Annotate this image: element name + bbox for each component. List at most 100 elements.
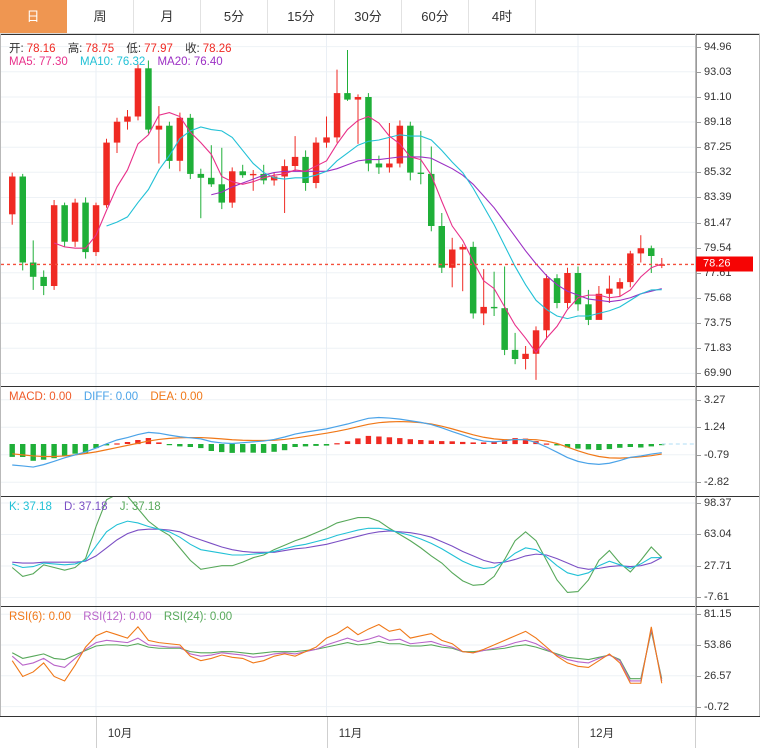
diff-line <box>12 416 662 468</box>
axis-tick <box>696 565 701 567</box>
price-plot[interactable] <box>1 34 695 386</box>
macd-bar <box>564 444 571 448</box>
tab-3[interactable]: 月 <box>134 0 201 33</box>
axis-tick <box>696 427 701 429</box>
axis-tick <box>696 482 701 484</box>
candle-body <box>61 205 68 242</box>
axis-tick <box>696 399 701 401</box>
candle-body <box>29 262 37 277</box>
candle-body <box>648 248 655 256</box>
candle-body <box>124 116 131 122</box>
candle-body <box>543 278 550 331</box>
macd-bar <box>30 444 36 461</box>
macd-bar <box>114 443 120 445</box>
x-axis-label: 12月 <box>589 728 615 740</box>
candle-body <box>606 288 613 294</box>
macd-bar <box>480 442 487 444</box>
axis-label: 63.04 <box>704 528 732 541</box>
macd-bar <box>281 444 288 451</box>
x-tick-separator <box>96 717 98 748</box>
macd-axis: 3.27 1.24 -0.79 -2.82 <box>696 386 760 496</box>
candle-body <box>218 184 225 203</box>
macd-legend-diff: DIFF: 0.00 <box>83 391 139 403</box>
panel-separator <box>0 386 760 387</box>
candle-body <box>260 173 267 181</box>
candle-body <box>50 205 58 286</box>
ma10-legend: MA10: 76.32 <box>80 56 146 68</box>
candle-body <box>291 156 299 166</box>
macd-bar <box>418 440 424 445</box>
candle-body <box>407 125 414 173</box>
candle-body <box>459 246 466 250</box>
axis-tick <box>696 46 701 48</box>
kdj-legend: K: 37.18 D: 37.18 J: 37.18 <box>9 501 170 513</box>
candle-body <box>40 276 47 286</box>
rsi-plot[interactable] <box>1 606 695 716</box>
macd-series <box>1 386 695 496</box>
kdj-axis-line <box>696 496 697 606</box>
macd-bar <box>449 441 455 444</box>
axis-tick <box>696 454 701 456</box>
candle-body <box>9 176 16 215</box>
close-value: 78.26 <box>202 43 232 55</box>
tab-1[interactable]: 日 <box>0 0 67 33</box>
macd-bar <box>407 439 413 445</box>
tab-6[interactable]: 30分 <box>335 0 402 33</box>
macd-bar <box>219 444 225 453</box>
x-tick-separator <box>577 717 579 748</box>
candle-body <box>166 125 173 161</box>
tab-7[interactable]: 60分 <box>402 0 469 33</box>
candle-body <box>627 253 634 283</box>
x-axis: 10月 11月 12月 <box>0 716 760 748</box>
tab-8[interactable]: 4时 <box>469 0 536 33</box>
candle-body <box>134 68 142 117</box>
axis-label: 1.24 <box>704 421 726 434</box>
axis-border <box>695 34 696 716</box>
low-value: 77.97 <box>144 43 173 55</box>
x-tick-separator <box>326 717 328 748</box>
candle-body <box>595 293 603 320</box>
axis-tick <box>696 247 701 249</box>
panel-separator <box>0 606 760 607</box>
price-axis-line <box>696 34 697 386</box>
macd-bar <box>250 444 256 453</box>
tab-4[interactable]: 5分 <box>201 0 268 33</box>
candle-body <box>239 171 246 176</box>
macd-bar <box>355 438 361 445</box>
rsi-axis: 81.15 53.86 26.57 -0.72 <box>696 606 760 716</box>
low-label: 低: <box>126 43 142 55</box>
macd-bar <box>271 444 277 452</box>
x-axis-label: 10月 <box>107 728 133 740</box>
macd-bar <box>198 444 204 449</box>
rsi12-legend: RSI(12): 0.00 <box>83 611 152 623</box>
macd-bar <box>491 441 497 444</box>
candle-body <box>511 349 519 359</box>
macd-bar <box>103 444 110 446</box>
period-tab-bar: 日周月 5分 15分 30分 60分 4时 <box>0 0 760 34</box>
axis-tick <box>696 675 701 677</box>
axis-tick <box>696 614 701 616</box>
axis-label: 85.32 <box>704 166 732 179</box>
chart-border <box>0 34 1 716</box>
macd-bar <box>460 441 466 445</box>
candle-body <box>616 282 624 289</box>
candle-body <box>187 117 194 174</box>
ma10-line <box>106 126 662 320</box>
macd-bar <box>554 444 560 446</box>
x-axis-label: 11月 <box>338 728 363 740</box>
tab-2[interactable]: 周 <box>67 0 134 33</box>
candle-body <box>19 176 26 263</box>
tab-5[interactable]: 15分 <box>268 0 335 33</box>
chart-panels: 开: 78.16 高: 78.75 低: 77.97 收: 78.26 MA5: 77.… <box>0 34 760 748</box>
panel-separator <box>0 496 760 497</box>
macd-bar <box>376 436 382 445</box>
macd-plot[interactable] <box>1 386 695 496</box>
dea-line <box>12 420 662 459</box>
macd-bar <box>512 438 518 445</box>
high-value: 78.75 <box>85 43 115 55</box>
macd-bar <box>302 444 309 447</box>
axis-label: 89.18 <box>704 116 732 128</box>
kdj-plot[interactable] <box>1 496 695 606</box>
candle-body <box>438 226 445 268</box>
candle-body <box>249 173 257 176</box>
